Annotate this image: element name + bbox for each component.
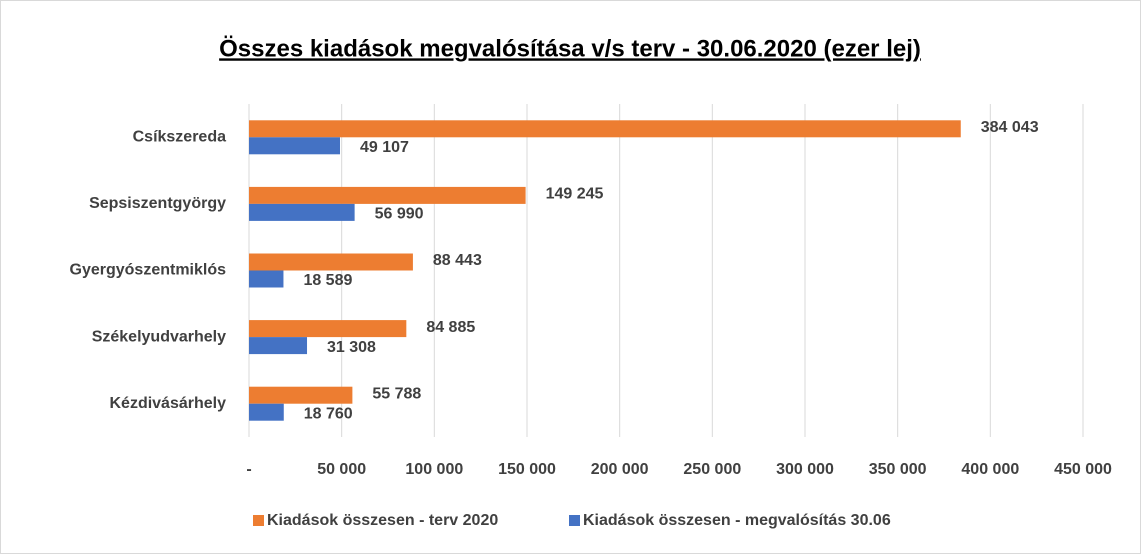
bar	[249, 137, 341, 155]
x-tick-label: 350 000	[869, 461, 927, 478]
bar	[249, 186, 526, 204]
bar	[249, 270, 284, 288]
y-tick-label: Kézdivásárhely	[109, 395, 226, 412]
value-label: 384 043	[981, 119, 1039, 136]
chart-title: Összes kiadások megvalósítása v/s terv -…	[219, 35, 921, 62]
x-tick-label: 100 000	[405, 461, 463, 478]
x-tick-label: -	[246, 461, 251, 478]
bar	[249, 320, 407, 338]
value-label: 55 788	[372, 385, 421, 402]
x-tick-label: 250 000	[683, 461, 741, 478]
legend-label: Kiadások összesen - terv 2020	[267, 512, 498, 529]
value-label: 149 245	[546, 186, 604, 203]
legend-swatch	[253, 515, 264, 526]
value-label: 88 443	[433, 252, 482, 269]
value-label: 18 760	[304, 405, 353, 422]
value-label: 84 885	[426, 319, 475, 336]
value-label: 49 107	[360, 139, 409, 156]
bar	[249, 403, 284, 421]
y-tick-label: Sepsiszentgyörgy	[89, 195, 226, 212]
x-tick-label: 300 000	[776, 461, 834, 478]
x-tick-label: 200 000	[591, 461, 649, 478]
y-tick-label: Székelyudvarhely	[92, 328, 226, 345]
legend-label: Kiadások összesen - megvalósítás 30.06	[583, 512, 891, 529]
x-tick-label: 150 000	[498, 461, 556, 478]
bar	[249, 253, 413, 271]
bar	[249, 120, 961, 138]
bar	[249, 386, 353, 404]
bar	[249, 337, 308, 355]
x-tick-label: 450 000	[1054, 461, 1112, 478]
y-tick-label: Gyergyószentmiklós	[70, 262, 227, 279]
y-tick-label: Csíkszereda	[133, 129, 226, 146]
value-label: 31 308	[327, 339, 376, 356]
value-label: 56 990	[375, 206, 424, 223]
x-tick-label: 50 000	[317, 461, 366, 478]
bar	[249, 203, 355, 221]
x-tick-label: 400 000	[961, 461, 1019, 478]
value-label: 18 589	[303, 272, 352, 289]
legend-swatch	[569, 515, 580, 526]
